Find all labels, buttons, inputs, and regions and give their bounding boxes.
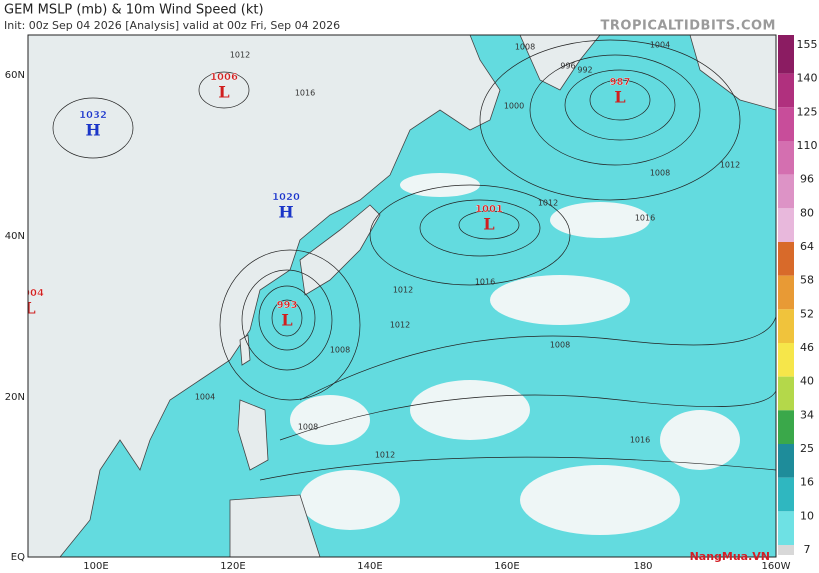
- subtitle: Init: 00z Sep 04 2026 [Analysis] valid a…: [4, 19, 340, 32]
- center-pressure: 987: [610, 77, 631, 88]
- center-pressure: 1001: [475, 204, 503, 215]
- lat-label: EQ: [11, 552, 25, 563]
- colorbar-segment: [778, 444, 794, 478]
- colorbar-segment: [778, 376, 794, 411]
- colorbar-label: 125: [797, 105, 818, 118]
- colorbar-segment: [778, 174, 794, 209]
- colorbar-label: 46: [800, 341, 814, 354]
- center-pressure: 1032: [79, 110, 107, 121]
- colorbar-label: 80: [800, 206, 814, 219]
- isobar-label: 1012: [375, 451, 395, 460]
- isobar-label: 1012: [538, 199, 558, 208]
- isobar-label: 1008: [550, 341, 570, 350]
- isobar-label: 1016: [630, 436, 650, 445]
- isobar-label: 1004: [650, 41, 670, 50]
- isobar-label: 1008: [298, 423, 318, 432]
- colorbar-label: 52: [800, 307, 814, 320]
- colorbar-label: 155: [797, 38, 818, 51]
- site: TROPICALTIDBITS.COM: [601, 19, 776, 34]
- colorbar-label: 40: [800, 375, 814, 388]
- colorbar-label: 64: [800, 240, 814, 253]
- colorbar-segment: [778, 511, 794, 545]
- colorbar-label: 110: [797, 139, 818, 152]
- colorbar-label: 10: [800, 509, 814, 522]
- center-symbol: H: [278, 203, 293, 222]
- center-symbol: L: [218, 83, 229, 102]
- center-pressure: 1020: [272, 192, 300, 203]
- colorbar-label: 7: [804, 543, 811, 556]
- colorbar-label: 34: [800, 408, 814, 421]
- colorbar-segment: [778, 73, 794, 108]
- colorbar-segment: [778, 309, 794, 343]
- isobar-label: 1012: [390, 321, 410, 330]
- lon-label: 160W: [762, 561, 791, 572]
- colorbar-segment: [778, 275, 794, 310]
- center-symbol: L: [24, 299, 35, 318]
- colorbar-segment: [778, 477, 794, 512]
- center-pressure: 1004: [16, 288, 44, 299]
- colorbar-segment: [778, 107, 794, 141]
- isobar-label: 1012: [720, 161, 740, 170]
- isobar-label: 1012: [230, 51, 250, 60]
- lon-label: 180: [633, 561, 652, 572]
- isobar-label: 996: [560, 62, 575, 71]
- isobar-label: 1000: [504, 102, 524, 111]
- map-frame: [27, 34, 777, 558]
- title: GEM MSLP (mb) & 10m Wind Speed (kt): [4, 3, 264, 18]
- isobar-label: 1004: [195, 393, 215, 402]
- center-symbol: L: [614, 88, 625, 107]
- lat-label: 60N: [5, 70, 25, 81]
- colorbar: 155 140 125 110 96 80 64 58 52 46 40 34 25 16 10 7: [778, 35, 818, 556]
- colorbar-label: 58: [800, 274, 814, 287]
- lat-label: 40N: [5, 231, 25, 242]
- colorbar-label: 96: [800, 173, 814, 186]
- isobar-label: 1016: [475, 278, 495, 287]
- isobar-label: 1012: [393, 286, 413, 295]
- isobar-label: 1008: [330, 346, 350, 355]
- colorbar-segment: [778, 343, 794, 377]
- watermark: NangMua.VN: [690, 550, 770, 563]
- lon-label: 160E: [494, 561, 519, 572]
- isobar-labels: 1012 1016 1008 1004 1000 996 992 1008 1012 1016 10…: [195, 41, 740, 460]
- colorbar-segment: [778, 410, 794, 444]
- isobar-label: 1016: [295, 89, 315, 98]
- isobars: [52, 39, 776, 481]
- colorbar-segment: [778, 545, 794, 555]
- colorbar-label: 140: [797, 72, 818, 85]
- colorbar-segment: [778, 242, 794, 276]
- colorbar-segment: [778, 35, 794, 74]
- lat-label: 20N: [5, 392, 25, 403]
- center-symbol: L: [281, 311, 292, 330]
- lon-label: 100E: [83, 561, 108, 572]
- isobar-label: 1008: [650, 169, 670, 178]
- isobar-label: 1008: [515, 43, 535, 52]
- axes: 60N 40N 20N EQ 100E 120E 140E 160E 180 160W: [5, 70, 791, 572]
- colorbar-label: 25: [800, 442, 814, 455]
- colorbar-segment: [778, 208, 794, 242]
- calm-areas: [290, 173, 740, 535]
- center-symbol: H: [85, 121, 100, 140]
- isobar-label: 1016: [635, 214, 655, 223]
- land: [28, 35, 776, 557]
- lon-label: 140E: [357, 561, 382, 572]
- center-symbol: L: [483, 215, 494, 234]
- center-pressure: 1006: [210, 72, 238, 83]
- lon-label: 120E: [220, 561, 245, 572]
- center-pressure: 993: [277, 300, 298, 311]
- colorbar-label: 16: [800, 476, 814, 489]
- colorbar-segment: [778, 141, 794, 175]
- isobar-label: 992: [577, 66, 592, 75]
